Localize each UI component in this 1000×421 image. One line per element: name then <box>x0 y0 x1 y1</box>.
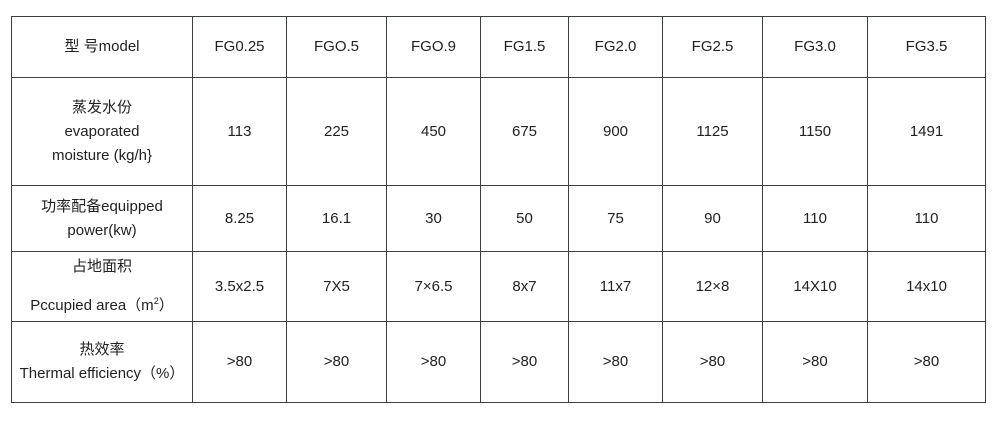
model-label: 型 号model <box>11 16 193 78</box>
model-header: FGO.5 <box>286 16 387 78</box>
model-header: FG3.0 <box>762 16 868 78</box>
cell: >80 <box>568 321 663 403</box>
model-header: FG1.5 <box>480 16 569 78</box>
cell: 8.25 <box>192 185 287 252</box>
row-label: 热效率 Thermal efficiency（%） <box>11 321 193 403</box>
label-cn: 占地面积 <box>71 258 132 275</box>
cell: 14x10 <box>867 251 986 322</box>
label-en: evaporated <box>64 122 140 140</box>
cell: 1491 <box>867 77 986 186</box>
label-en: power(kw) <box>67 221 137 239</box>
model-header: FG2.5 <box>662 16 763 78</box>
cell: 16.1 <box>286 185 387 252</box>
cell: 675 <box>480 77 569 186</box>
cell: 50 <box>480 185 569 252</box>
row-label: 蒸发水份 evaporated moisture (kg/h} <box>11 77 193 186</box>
model-header: FG2.0 <box>568 16 663 78</box>
cell: 12×8 <box>662 251 763 322</box>
cell: 8x7 <box>480 251 569 322</box>
cell: >80 <box>192 321 287 403</box>
cell: 110 <box>867 185 986 252</box>
row-label: 功率配备equipped power(kw) <box>11 185 193 252</box>
cell: >80 <box>386 321 481 403</box>
cell: 30 <box>386 185 481 252</box>
label-en: Thermal efficiency（%） <box>19 365 185 382</box>
model-header: FG3.5 <box>867 16 986 78</box>
cell: >80 <box>662 321 763 403</box>
label-en: moisture (kg/h} <box>51 146 153 164</box>
cell: 1125 <box>662 77 763 186</box>
row-label: 占地面积 Pccupied area（m2） <box>11 251 193 322</box>
label-cn: 功率配备equipped <box>41 197 163 215</box>
cell: >80 <box>867 321 986 403</box>
label-cn: 热效率 <box>79 341 125 358</box>
table-row-occupied-area: 占地面积 Pccupied area（m2） 3.5x2.5 7X5 7×6.5… <box>11 251 986 322</box>
cell: 450 <box>386 77 481 186</box>
cell: >80 <box>480 321 569 403</box>
table-row-thermal-efficiency: 热效率 Thermal efficiency（%） >80 >80 >80 >8… <box>11 321 986 403</box>
cell: >80 <box>286 321 387 403</box>
cell: 11x7 <box>568 251 663 322</box>
model-header: FGO.9 <box>386 16 481 78</box>
label-en: Pccupied area（m2） <box>30 296 174 314</box>
cell: 225 <box>286 77 387 186</box>
table-row-evaporated-moisture: 蒸发水份 evaporated moisture (kg/h} 113 225 … <box>11 77 986 186</box>
cell: 75 <box>568 185 663 252</box>
model-header: FG0.25 <box>192 16 287 78</box>
cell: 7X5 <box>286 251 387 322</box>
cell: 1150 <box>762 77 868 186</box>
cell: 900 <box>568 77 663 186</box>
spec-table: 型 号model FG0.25 FGO.5 FGO.9 FG1.5 FG2.0 … <box>11 16 986 403</box>
header-row: 型 号model FG0.25 FGO.5 FGO.9 FG1.5 FG2.0 … <box>11 16 986 78</box>
cell: 90 <box>662 185 763 252</box>
cell: >80 <box>762 321 868 403</box>
label-cn: 蒸发水份 <box>71 98 132 116</box>
cell: 7×6.5 <box>386 251 481 322</box>
cell: 14X10 <box>762 251 868 322</box>
cell: 3.5x2.5 <box>192 251 287 322</box>
table-row-equipped-power: 功率配备equipped power(kw) 8.25 16.1 30 50 7… <box>11 185 986 252</box>
cell: 113 <box>192 77 287 186</box>
cell: 110 <box>762 185 868 252</box>
